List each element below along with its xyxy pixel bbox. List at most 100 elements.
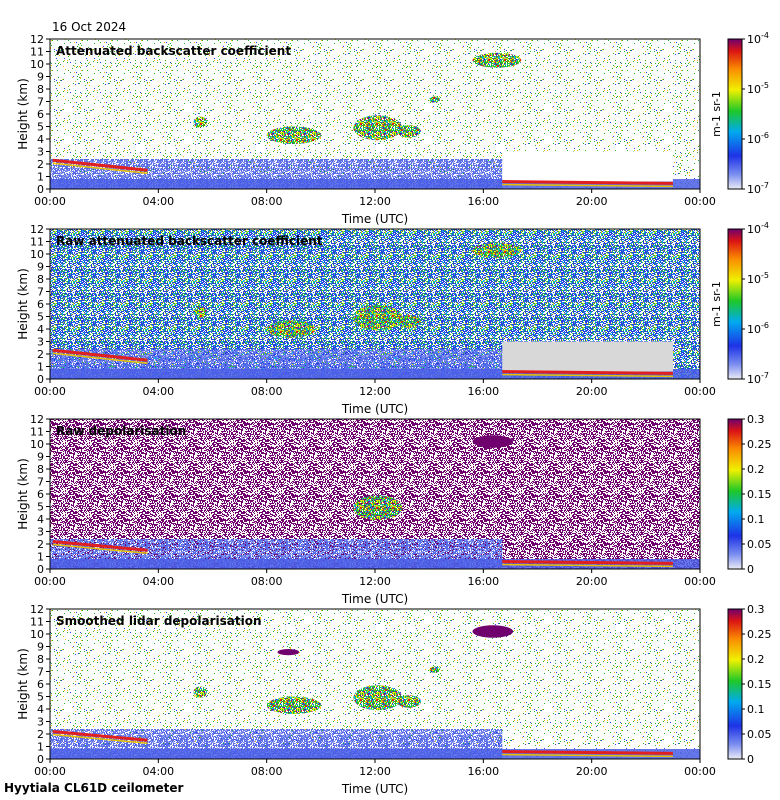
x-axis-label: Time (UTC)	[341, 212, 408, 226]
cloud-layer	[502, 180, 673, 185]
y-tick-label: 0	[37, 183, 44, 196]
panel-title: Raw depolarisation	[56, 424, 186, 438]
cloud-patch	[472, 435, 514, 448]
colorbar-tick-label: 0.3	[747, 413, 765, 426]
colorbar	[727, 228, 743, 380]
y-tick-label: 11	[30, 616, 44, 629]
colorbar-tick-label: 0.1	[747, 703, 765, 716]
y-tick-label: 9	[37, 261, 44, 274]
panel-1: Attenuated backscatter coefficient012345…	[16, 31, 769, 226]
colorbar-tick-label: 0.05	[747, 538, 772, 551]
cloud-layer-edge	[502, 183, 673, 188]
y-tick-label: 8	[37, 273, 44, 286]
y-tick-label: 3	[37, 146, 44, 159]
cloud-patch	[193, 306, 208, 318]
cloud-layer-edge	[52, 733, 148, 744]
x-tick-label: 20:00	[576, 385, 608, 398]
y-tick-label: 9	[37, 451, 44, 464]
panel-4: Smoothed lidar depolarisation01234567891…	[16, 603, 772, 796]
heatmap-field	[50, 229, 700, 379]
y-tick-label: 12	[30, 603, 44, 616]
cloud-layer	[52, 730, 148, 742]
colorbar-tick-label: 10-4	[747, 31, 769, 46]
x-axis-label: Time (UTC)	[341, 402, 408, 416]
x-tick-label: 00:00	[684, 195, 716, 208]
y-axis-label: Height (km)	[16, 648, 30, 719]
cloud-patch	[266, 320, 316, 338]
cloud-layer-edge	[52, 543, 148, 554]
cloud-layer-edge	[502, 373, 673, 378]
cloud-patch	[266, 696, 321, 714]
x-tick-label: 16:00	[467, 385, 499, 398]
x-tick-label: 04:00	[142, 765, 174, 778]
colorbar-tick-label: 0	[747, 753, 754, 766]
colorbar-tick-label: 0.25	[747, 628, 772, 641]
cloud-layer-edge	[502, 563, 673, 568]
x-tick-label: 20:00	[576, 575, 608, 588]
y-tick-label: 2	[37, 728, 44, 741]
cloud-patch	[193, 686, 208, 698]
cloud-patch	[353, 305, 403, 331]
cloud-layer-edge	[52, 162, 148, 174]
colorbar	[727, 608, 743, 760]
y-tick-label: 11	[30, 426, 44, 439]
colorbar-tick-label: 10-4	[747, 221, 769, 236]
x-tick-label: 08:00	[251, 195, 283, 208]
y-tick-label: 0	[37, 753, 44, 766]
y-tick-label: 10	[30, 58, 44, 71]
y-tick-label: 9	[37, 71, 44, 84]
y-tick-label: 0	[37, 563, 44, 576]
colorbar-tick-label: 0.05	[747, 728, 772, 741]
colorbar-tick-label: 10-7	[747, 371, 769, 386]
panel-title: Raw attenuated backscatter coefficient	[56, 234, 323, 248]
date-label: 16 Oct 2024	[52, 20, 127, 34]
cloud-patch	[396, 695, 422, 708]
x-tick-label: 08:00	[251, 575, 283, 588]
panel-2: Raw attenuated backscatter coefficient01…	[16, 221, 769, 416]
y-axis-label: Height (km)	[16, 78, 30, 149]
y-tick-label: 4	[37, 513, 44, 526]
colorbar-tick-label: 10-5	[747, 81, 769, 96]
x-tick-label: 04:00	[142, 575, 174, 588]
cloud-layer	[52, 348, 148, 362]
colorbar-tick-label: 0	[747, 563, 754, 576]
y-tick-label: 8	[37, 463, 44, 476]
cloud-patch	[266, 126, 321, 144]
x-tick-label: 00:00	[684, 765, 716, 778]
y-tick-label: 4	[37, 323, 44, 336]
x-tick-label: 16:00	[467, 765, 499, 778]
y-tick-label: 7	[37, 476, 44, 489]
x-tick-label: 08:00	[251, 765, 283, 778]
y-tick-label: 12	[30, 413, 44, 426]
colorbar	[727, 38, 743, 190]
y-tick-label: 7	[37, 666, 44, 679]
y-tick-label: 5	[37, 691, 44, 704]
y-tick-label: 6	[37, 108, 44, 121]
y-tick-label: 7	[37, 286, 44, 299]
y-tick-label: 5	[37, 501, 44, 514]
y-tick-label: 3	[37, 526, 44, 539]
y-tick-label: 10	[30, 628, 44, 641]
y-axis-label: Height (km)	[16, 268, 30, 339]
cloud-patch	[472, 625, 514, 638]
x-tick-label: 12:00	[359, 765, 391, 778]
missing-data	[502, 151, 673, 182]
colorbar-unit: m-1 sr-1	[710, 281, 723, 327]
x-tick-label: 12:00	[359, 195, 391, 208]
x-tick-label: 00:00	[684, 385, 716, 398]
y-tick-label: 1	[37, 551, 44, 564]
x-tick-label: 16:00	[467, 195, 499, 208]
y-tick-label: 5	[37, 311, 44, 324]
y-tick-label: 1	[37, 741, 44, 754]
y-tick-label: 1	[37, 361, 44, 374]
colorbar-tick-label: 0.2	[747, 653, 765, 666]
colorbar-tick-label: 10-7	[747, 181, 769, 196]
x-axis-label: Time (UTC)	[341, 592, 408, 606]
y-tick-label: 6	[37, 298, 44, 311]
cloud-patch	[353, 495, 403, 521]
surface-band	[50, 559, 700, 569]
cloud-patch	[472, 52, 522, 68]
heatmap-field	[50, 609, 700, 759]
y-tick-label: 7	[37, 96, 44, 109]
